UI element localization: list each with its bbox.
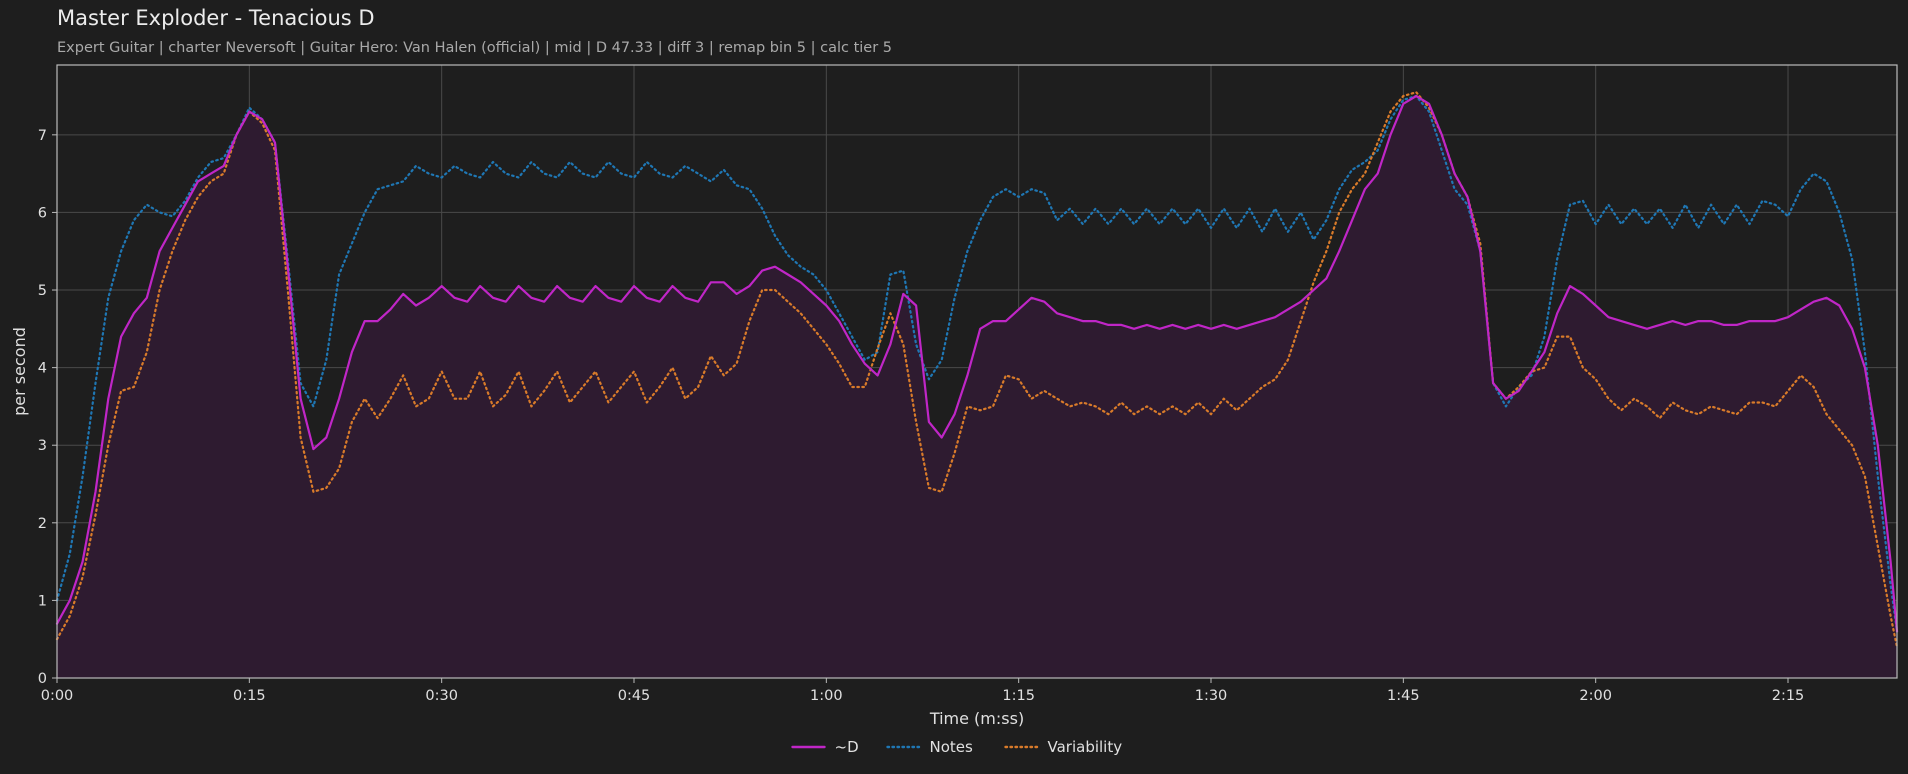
series-line-1 (55, 94, 1899, 633)
y-axis-ticks: 0 1 2 3 4 5 6 7 (38, 128, 57, 687)
x-tick-label: 0:45 (618, 688, 651, 704)
legend-label-1: Notes (930, 738, 974, 756)
y-tick-label: 6 (38, 205, 47, 221)
y-tick-label: 7 (38, 128, 47, 144)
y-tick-label: 2 (38, 516, 47, 532)
x-tick-label: 1:45 (1387, 688, 1420, 704)
x-axis-ticks: 0:00 0:15 0:30 0:45 1:00 1:15 1:30 1:45 2:00 2:15 (41, 678, 1805, 704)
series-layer (55, 91, 1899, 678)
legend-label-2: Variability (1048, 738, 1123, 756)
legend: ~D Notes Variability (791, 738, 1123, 756)
chart-subtitle: Expert Guitar | charter Neversoft | Guit… (57, 40, 893, 56)
x-tick-label: 0:15 (233, 688, 266, 704)
y-tick-label: 3 (38, 438, 47, 454)
series-line-0 (55, 94, 1899, 633)
y-axis-label: per second (10, 327, 29, 416)
y-tick-label: 1 (38, 593, 47, 609)
x-axis-label: Time (m:ss) (929, 709, 1024, 728)
x-tick-label: 1:30 (1195, 688, 1228, 704)
plot-frame (56, 64, 1898, 679)
x-tick-label: 2:00 (1579, 688, 1612, 704)
x-tick-label: 0:30 (425, 688, 458, 704)
x-tick-label: 1:15 (1002, 688, 1035, 704)
series-line-2 (55, 91, 1899, 649)
legend-label-0: ~D (835, 738, 859, 756)
y-tick-label: 4 (38, 361, 47, 377)
y-tick-label: 0 (38, 671, 47, 687)
chart-title: Master Exploder - Tenacious D (57, 6, 375, 30)
x-tick-label: 0:00 (41, 688, 74, 704)
x-tick-label: 2:15 (1772, 688, 1805, 704)
y-tick-label: 5 (38, 283, 47, 299)
area-fill-0 (57, 96, 1897, 678)
x-tick-label: 1:00 (810, 688, 843, 704)
